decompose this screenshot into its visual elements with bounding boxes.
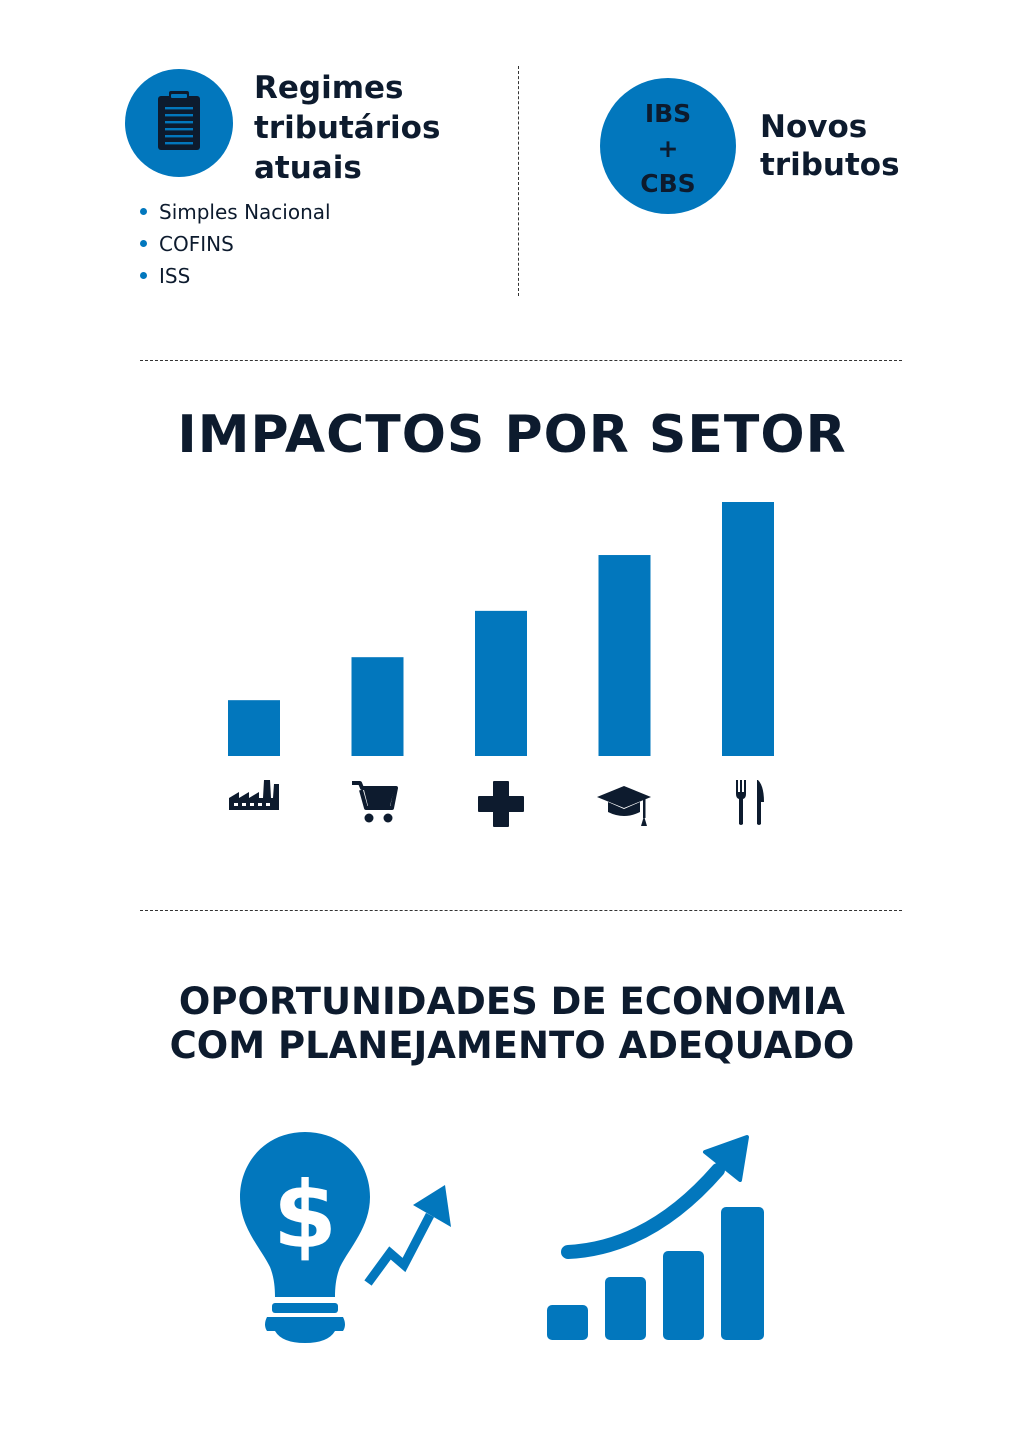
regimes-title-line2: tributários <box>254 110 441 146</box>
graduation-cap-icon <box>597 786 651 826</box>
shopping-cart-icon <box>352 781 398 823</box>
novos-title-line1: Novos <box>760 109 868 145</box>
horizontal-divider <box>140 910 902 911</box>
sector-bar-chart <box>228 502 774 827</box>
novos-title-line2: tributos <box>760 147 900 183</box>
fork-knife-icon <box>736 780 764 825</box>
clipboard-badge <box>125 69 233 177</box>
badge-line3: CBS <box>640 169 696 198</box>
bars <box>228 502 774 756</box>
oportunidades-line2: COM PLANEJAMENTO ADEQUADO <box>169 1024 855 1067</box>
novos-title: Novos tributos <box>760 108 980 184</box>
oportunidades-title: OPORTUNIDADES DE ECONOMIA COM PLANEJAMEN… <box>0 980 1024 1068</box>
regimes-list: Simples Nacional COFINS ISS <box>140 196 331 292</box>
vertical-divider <box>518 66 519 296</box>
clipboard-icon <box>158 91 200 150</box>
list-item: COFINS <box>140 228 331 260</box>
bar-graduation-cap <box>598 555 651 756</box>
list-item: Simples Nacional <box>140 196 331 228</box>
bar-shopping-cart <box>351 657 404 756</box>
oportunidades-line1: OPORTUNIDADES DE ECONOMIA <box>178 980 846 1023</box>
factory-icon <box>229 780 279 810</box>
svg-text:$: $ <box>273 1162 337 1269</box>
growth-chart-icon <box>547 1135 764 1340</box>
badge-line1: IBS <box>644 99 692 128</box>
bar-factory <box>228 700 280 756</box>
impactos-title: IMPACTOS POR SETOR <box>177 405 847 465</box>
ibs-cbs-text: IBS + CBS <box>600 96 736 201</box>
horizontal-divider <box>140 360 902 361</box>
bar-fork-knife <box>722 502 774 756</box>
bar-health-cross <box>475 610 527 756</box>
list-item: ISS <box>140 260 331 292</box>
ibs-cbs-badge <box>600 78 736 214</box>
badge-line2: + <box>657 134 679 163</box>
lightbulb-dollar-icon: $ <box>240 1132 451 1343</box>
health-cross-icon <box>478 781 524 827</box>
regimes-title-line1: Regimes <box>254 70 404 106</box>
regimes-title-line3: atuais <box>254 150 362 186</box>
regimes-title: Regimes tributários atuais <box>254 68 494 188</box>
